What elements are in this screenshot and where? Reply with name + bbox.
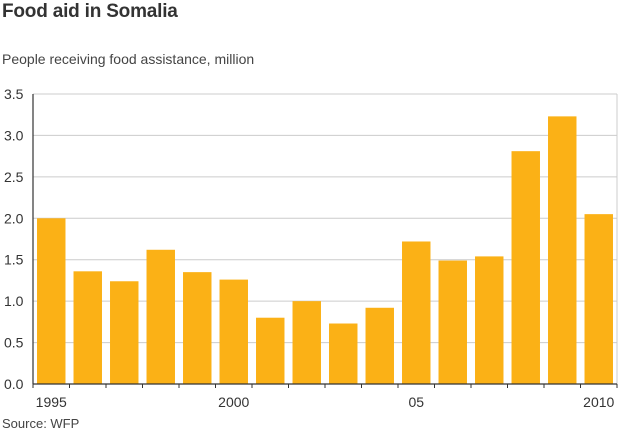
bar-2007 bbox=[475, 256, 504, 384]
chart-subtitle: People receiving food assistance, millio… bbox=[2, 51, 255, 67]
bar-2003 bbox=[329, 323, 358, 384]
chart-title: Food aid in Somalia bbox=[2, 1, 178, 22]
bar-2008 bbox=[511, 151, 540, 384]
x-tick-label: 2000 bbox=[218, 394, 249, 410]
y-tick-label: 1.0 bbox=[4, 293, 24, 309]
bar-2004 bbox=[365, 307, 394, 384]
axes bbox=[32, 94, 618, 388]
y-tick-label: 0.0 bbox=[4, 376, 24, 392]
bar-2001 bbox=[256, 317, 285, 384]
bar-1998 bbox=[146, 249, 175, 384]
bars bbox=[37, 116, 613, 384]
bar-1999 bbox=[183, 272, 212, 384]
bar-1996 bbox=[73, 271, 102, 384]
bar-2002 bbox=[292, 301, 321, 384]
y-tick-label: 2.0 bbox=[4, 210, 24, 226]
bar-1995 bbox=[37, 218, 66, 384]
y-tick-label: 2.5 bbox=[4, 169, 24, 185]
bar-2000 bbox=[219, 279, 248, 384]
bar-2005 bbox=[402, 241, 431, 384]
x-tick-label: 05 bbox=[408, 394, 424, 410]
x-tick-label: 1995 bbox=[36, 394, 67, 410]
bar-2010 bbox=[584, 214, 613, 384]
y-tick-label: 3.5 bbox=[4, 86, 24, 102]
y-tick-label: 1.5 bbox=[4, 252, 24, 268]
bar-2006 bbox=[438, 260, 467, 384]
chart-source: Source: WFP bbox=[2, 416, 80, 431]
y-tick-labels: 0.0 0.5 1.0 1.5 2.0 2.5 3.0 3.5 bbox=[4, 86, 24, 392]
bar-2009 bbox=[548, 116, 577, 384]
y-tick-label: 3.0 bbox=[4, 127, 24, 143]
x-tick-labels: 1995 2000 05 2010 bbox=[36, 394, 615, 410]
bar-1997 bbox=[110, 281, 139, 384]
y-tick-label: 0.5 bbox=[4, 335, 24, 351]
x-tick-label: 2010 bbox=[583, 394, 614, 410]
